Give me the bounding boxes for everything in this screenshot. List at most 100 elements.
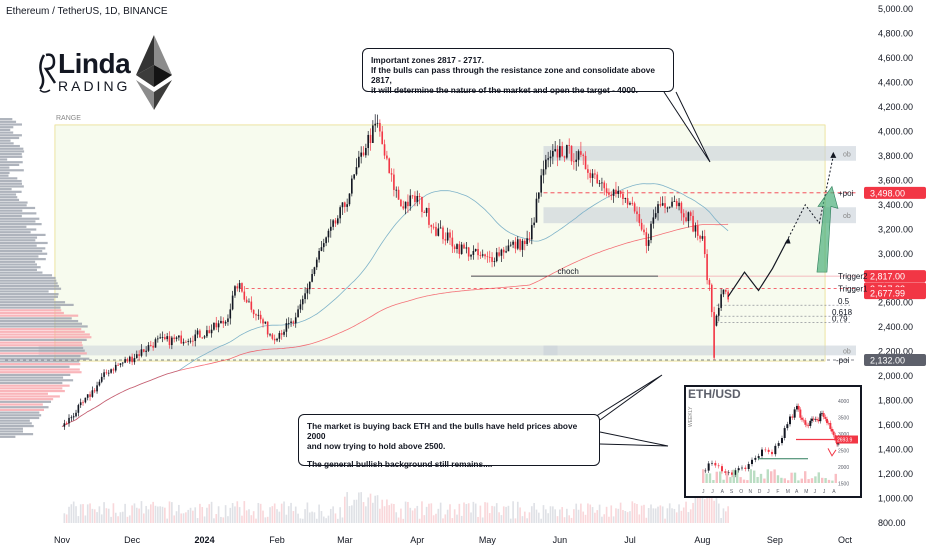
volume-bar [84, 515, 87, 523]
candle-body [530, 225, 533, 240]
volume-profile-bar [0, 179, 22, 183]
ethereum-logo-icon [136, 35, 172, 110]
volume-bar [112, 503, 115, 523]
candle-body [584, 155, 587, 170]
volume-bar [463, 502, 465, 523]
candle-body [696, 225, 699, 236]
candle-body [474, 248, 477, 252]
volume-profile-bar [0, 306, 61, 309]
order-block-zone [543, 345, 856, 356]
x-tick-label: Jun [553, 535, 568, 545]
volume-profile-bar [0, 328, 82, 331]
inset-volume-bar [797, 480, 800, 483]
y-tick-label: 4,600.00 [878, 53, 913, 63]
inset-candle [837, 442, 839, 445]
volume-bar [486, 502, 489, 523]
time-axis[interactable]: Nov Dec 2024 Feb Mar Apr May Jun Jul Aug Sep Oct [54, 535, 853, 545]
volume-bar [528, 512, 531, 523]
candle-body [65, 423, 68, 425]
inset-candle [781, 438, 783, 444]
price-axis[interactable]: 800.00 1,000.00 1,200.00 1,400.00 1,600.00 1,… [878, 4, 913, 528]
volume-profile-bar [0, 139, 11, 142]
inset-x-label: F [776, 489, 779, 495]
volume-profile-bar [0, 225, 27, 228]
y-tick-label: 4,800.00 [878, 28, 913, 38]
inset-candle [824, 416, 827, 419]
volume-profile-bar [0, 363, 81, 366]
inset-candle [714, 462, 717, 466]
order-block-zone [543, 207, 856, 224]
volume-bar [285, 514, 288, 523]
price-tag-label: 3,498.00 [870, 188, 905, 198]
inset-volume-bar [804, 471, 807, 483]
candle-body [458, 244, 461, 254]
candle-body [540, 175, 542, 193]
volume-bar [360, 492, 362, 523]
candle-body [528, 238, 531, 240]
volume-profile-bar [0, 155, 23, 158]
volume-bar [283, 501, 285, 523]
candle-body [273, 338, 276, 341]
volume-bar [474, 503, 477, 523]
volume-profile-bar [0, 158, 8, 161]
candle-body [708, 280, 711, 285]
volume-bar [713, 500, 715, 523]
candle-body [318, 250, 320, 260]
candle-body [638, 214, 641, 223]
inset-candle [807, 425, 810, 426]
volume-profile-bar [0, 131, 14, 134]
volume-bar [140, 501, 143, 523]
volume-bar [234, 506, 236, 523]
volume-profile-bar [0, 118, 13, 121]
volume-profile-bar [0, 373, 71, 377]
volume-bar [449, 504, 451, 523]
inset-volume-bar [729, 477, 732, 483]
candle-body [493, 261, 496, 262]
volume-profile-bar [0, 352, 87, 355]
volume-profile-bar [0, 354, 81, 358]
volume-bar [343, 496, 346, 523]
candle-body [192, 340, 194, 342]
volume-profile-bar [0, 188, 12, 191]
candle-body [453, 246, 456, 250]
volume-bar [624, 511, 627, 523]
volume-bar [259, 503, 262, 523]
candle-body [444, 239, 447, 241]
volume-bar [694, 489, 697, 523]
candle-body [570, 145, 573, 162]
volume-bar [523, 511, 526, 523]
inset-volume-bar [763, 478, 766, 483]
volume-profile-bar [0, 395, 60, 398]
inset-volume-bar [821, 477, 824, 483]
y-tick-label: 3,600.00 [878, 175, 913, 185]
candle-body [248, 301, 250, 303]
volume-profile-bar [0, 260, 36, 263]
candle-body [96, 385, 98, 392]
volume-bar [488, 513, 491, 523]
volume-bar [554, 509, 556, 523]
volume-bar [432, 515, 435, 523]
volume-bar [311, 511, 313, 523]
candle-body [575, 159, 578, 162]
volume-bar [559, 509, 561, 523]
price-tag [864, 353, 926, 366]
volume-profile-bar [0, 303, 74, 307]
x-tick-label: Dec [124, 535, 141, 545]
inset-candle [827, 422, 830, 424]
volume-bar [276, 509, 278, 523]
volume-profile-bar [0, 241, 48, 245]
candle-body [98, 381, 101, 386]
volume-bar [533, 502, 535, 523]
candle-body [220, 320, 222, 324]
inset-volume-bar [817, 472, 820, 483]
inset-x-label: J [711, 489, 714, 495]
volume-bar [587, 503, 589, 523]
volume-bar [82, 504, 84, 523]
inset-volume-bar [759, 473, 763, 483]
candle-body [640, 222, 643, 230]
volume-bar [407, 501, 409, 523]
candle-body [545, 159, 547, 170]
order-block-zone [543, 146, 856, 161]
volume-profile-bar [0, 311, 64, 315]
candle-body [622, 193, 624, 200]
